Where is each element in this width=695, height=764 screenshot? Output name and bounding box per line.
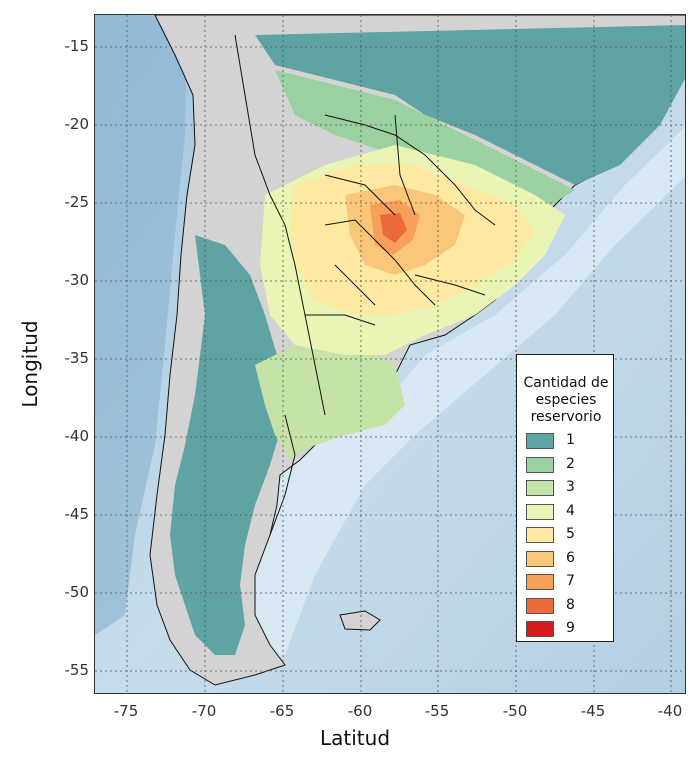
y-tick-label: -50 — [64, 583, 90, 601]
legend-label: 5 — [566, 526, 575, 542]
legend-label: 4 — [566, 502, 575, 519]
x-axis-label: Latitud — [320, 726, 391, 750]
zone-1-north — [255, 25, 685, 185]
legend-swatch — [526, 597, 554, 614]
legend-swatch — [526, 527, 554, 543]
pacific-ocean — [95, 15, 187, 635]
map-canvas — [95, 15, 685, 693]
y-tick-label: -20 — [64, 115, 90, 133]
legend-label: 1 — [566, 432, 575, 448]
x-tick-label: -60 — [347, 702, 373, 720]
x-tick-label: -50 — [502, 702, 528, 720]
zone-1-andes — [170, 235, 285, 655]
y-tick-label: -40 — [64, 427, 90, 445]
continental-shelf — [175, 126, 685, 675]
x-tick-label: -55 — [424, 702, 450, 720]
y-tick-label: -25 — [64, 193, 90, 211]
legend-swatch — [526, 503, 554, 520]
legend-label: 8 — [566, 596, 575, 613]
legend-swatch — [526, 480, 554, 496]
y-tick-label: -35 — [64, 349, 90, 367]
legend-label: 6 — [566, 549, 575, 566]
y-tick-label: -15 — [64, 37, 90, 55]
map-panel — [94, 14, 686, 694]
legend-swatch — [526, 621, 554, 637]
legend: Cantidad de especies reservorio 1 2 3 4 5 6 7 8… — [516, 354, 614, 642]
legend-swatch — [526, 433, 554, 449]
legend-label: 3 — [566, 479, 575, 495]
zone-8 — [380, 213, 407, 243]
legend-label: 2 — [566, 455, 575, 472]
legend-label: 7 — [566, 573, 575, 589]
y-tick-label: -45 — [64, 505, 90, 523]
legend-label: 9 — [566, 620, 575, 636]
x-tick-label: -70 — [191, 702, 217, 720]
legend-swatch — [526, 574, 554, 590]
admin-borders — [234, 34, 496, 536]
x-tick-label: -40 — [657, 702, 683, 720]
x-tick-label: -75 — [113, 702, 139, 720]
y-axis-label: Longitud — [18, 320, 42, 408]
x-tick-label: -45 — [580, 702, 606, 720]
x-tick-label: -65 — [269, 702, 295, 720]
legend-swatch — [526, 456, 554, 473]
legend-title-line: Cantidad de — [523, 375, 609, 391]
y-tick-label: -55 — [64, 661, 90, 679]
legend-title-line: especies — [535, 392, 597, 408]
y-tick-label: -30 — [64, 271, 90, 289]
zone-3-pampas — [255, 345, 405, 460]
legend-title-line: reservorio — [530, 409, 602, 425]
legend-swatch — [526, 550, 554, 567]
legend-title: Cantidad de especies reservorio — [517, 375, 615, 426]
